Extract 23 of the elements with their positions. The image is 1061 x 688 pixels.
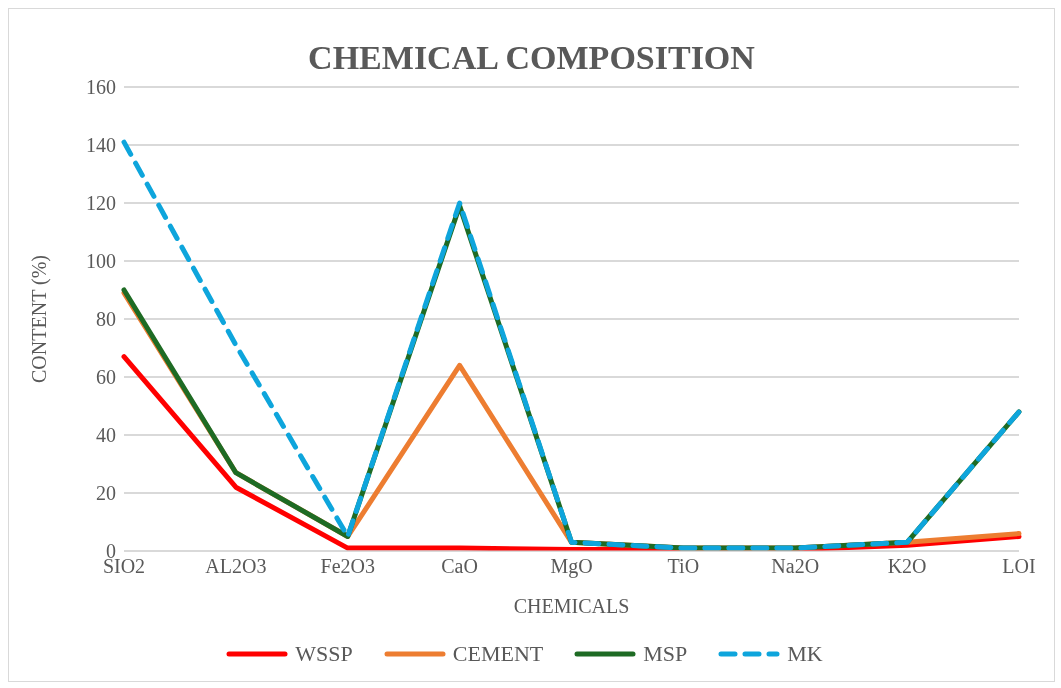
y-axis-title: CONTENT (%) — [28, 255, 52, 383]
x-axis-title: CHEMICALS — [513, 595, 630, 617]
y-tick-label: 120 — [86, 192, 116, 215]
x-tick-label: MgO — [550, 555, 593, 579]
x-tick-label: CaO — [441, 555, 478, 578]
x-tick-label: K2O — [887, 555, 927, 578]
y-tick-label: 160 — [86, 76, 116, 99]
y-tick-label: 80 — [96, 308, 116, 331]
x-tick-label: TiO — [667, 555, 700, 578]
y-tick-label: 140 — [86, 134, 116, 157]
legend-label: MSP — [643, 641, 688, 667]
legend-label: MK — [787, 641, 823, 667]
y-tick-label: 60 — [96, 366, 116, 389]
chart-title: CHEMICAL COMPOSITION — [307, 39, 756, 77]
y-tick-label: 20 — [96, 482, 116, 505]
y-tick-label: 40 — [96, 424, 116, 447]
x-tick-label: AL2O3 — [205, 555, 267, 578]
legend-label: WSSP — [295, 641, 353, 667]
x-tick-label: Fe2O3 — [320, 555, 375, 578]
legend-label: CEMENT — [452, 641, 544, 667]
y-tick-label: 100 — [86, 250, 116, 273]
x-tick-label: LOI — [1002, 555, 1036, 578]
x-tick-label: Na2O — [771, 555, 820, 578]
